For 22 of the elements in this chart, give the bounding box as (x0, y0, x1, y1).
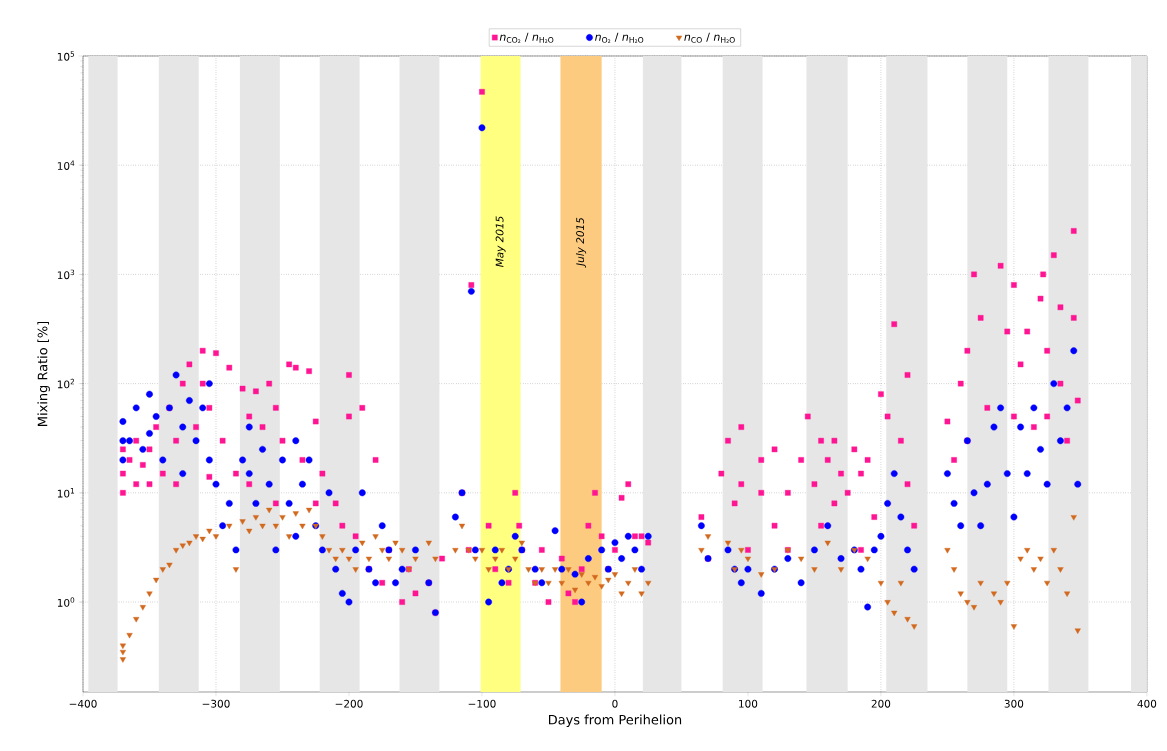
y-axis-title: Mixing Ratio [%] (37, 321, 50, 426)
y-tick-label: 10$^{0}$ (57, 597, 75, 607)
y-tick-label: 10$^{5}$ (57, 51, 75, 61)
y-tick-label: 10$^{4}$ (57, 160, 75, 170)
x-tick-label: 200 (871, 699, 891, 708)
band-label: July 2015 (575, 217, 587, 268)
x-axis-title: Days from Perihelion (548, 714, 682, 728)
x-tick-label: 0 (612, 699, 618, 708)
x-tick-label: −400 (69, 699, 97, 708)
y-tick-label: 10$^{3}$ (57, 269, 75, 280)
y-tick-label: 10$^{1}$ (57, 488, 75, 498)
legend-label: n$_{CO₂}$ / n$_{H₂O}$ (499, 32, 554, 43)
x-tick-label: −100 (468, 699, 496, 708)
band-label: May 2015 (495, 216, 506, 268)
x-tick-label: 300 (1004, 699, 1024, 708)
x-tick-label: −300 (202, 699, 230, 708)
x-tick-label: 100 (739, 699, 758, 708)
y-tick-label: 10$^{2}$ (57, 378, 74, 389)
legend-label: n$_{CO}$ / n$_{H₂O}$ (684, 32, 735, 43)
x-tick-label: 400 (1137, 699, 1157, 708)
x-tick-label: −200 (335, 699, 363, 708)
legend-label: n$_{O₂}$ / n$_{H₂O}$ (595, 32, 644, 43)
